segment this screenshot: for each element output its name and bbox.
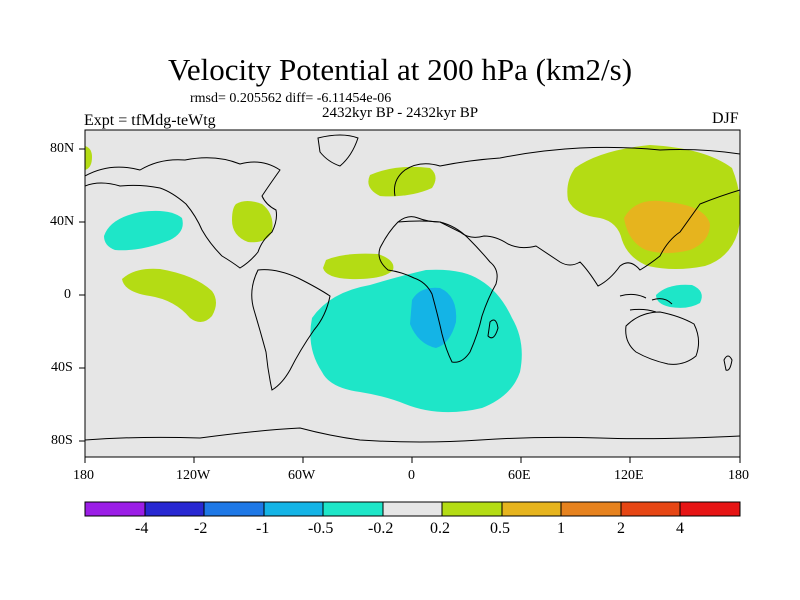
coast-eurasia (394, 146, 740, 287)
positive-region-north-pacific (122, 268, 216, 323)
period-label: 2432kyr BP - 2432kyr BP (322, 105, 479, 121)
coast-indonesia (619, 293, 673, 313)
coast-africa (378, 220, 498, 363)
colorbar-box (560, 501, 622, 517)
colorbar-box (203, 501, 265, 517)
coast-south-america (251, 269, 331, 391)
experiment-label: Expt = tfMdg-teWtg (84, 112, 216, 129)
colorbar-box (322, 501, 384, 517)
colorbar (84, 501, 741, 517)
colorbar-box (263, 501, 324, 517)
positive-region-atlantic (323, 253, 394, 280)
colorbar-label: 4 (676, 520, 684, 537)
lon-label: 60E (508, 468, 531, 483)
positive-region-arctic-west (85, 146, 92, 170)
lat-label: 80N (50, 141, 75, 156)
coastlines (85, 134, 740, 443)
colorbar-label: 0.5 (490, 520, 510, 537)
colorbar-label: 0.2 (430, 520, 450, 537)
positive-region-north-atlantic (368, 166, 436, 197)
colorbar-box (84, 501, 146, 517)
coast-australia (625, 311, 700, 365)
colorbar-label: -2 (194, 520, 208, 537)
negative-region-north-pacific (104, 210, 183, 251)
coast-new-zealand (723, 355, 733, 371)
lon-label: 120W (176, 468, 211, 483)
lat-label: 80S (51, 433, 73, 448)
lat-label: 40N (50, 214, 75, 229)
colorbar-box (144, 501, 205, 517)
stats-label: rmsd= 0.205562 diff= -6.11454e-06 (190, 91, 392, 106)
colorbar-box (620, 501, 681, 517)
colorbar-label: 2 (617, 520, 625, 537)
negative-region-west-pacific (656, 284, 702, 308)
lat-label: 0 (64, 287, 71, 302)
season-label: DJF (712, 110, 739, 127)
coast-madagascar (487, 319, 499, 339)
coast-greenland (317, 134, 359, 167)
colorbar-box (501, 501, 562, 517)
colorbar-box (382, 501, 443, 517)
colorbar-label: 1 (557, 520, 565, 537)
positive-core-japan (624, 200, 710, 253)
contour-fields (85, 145, 740, 413)
lat-label: 40S (51, 360, 73, 375)
colorbar-label: -4 (135, 520, 149, 537)
map-title: Velocity Potential at 200 hPa (km2/s) (167, 52, 633, 87)
negative-core-central-africa (410, 287, 457, 348)
colorbar-label: -0.5 (308, 520, 334, 537)
colorbar-box (679, 501, 741, 517)
lon-label: 120E (614, 468, 644, 483)
coast-antarctica (85, 427, 740, 443)
coast-north-america (85, 157, 281, 269)
positive-region-north-america (232, 201, 273, 243)
axis-ticks (79, 148, 741, 463)
colorbar-label: -1 (256, 520, 270, 537)
lon-label: 60W (288, 468, 316, 483)
lon-label: 180 (73, 468, 94, 483)
lon-label: 180 (728, 468, 749, 483)
lon-label: 0 (408, 468, 415, 483)
colorbar-label: -0.2 (368, 520, 394, 537)
colorbar-box (441, 501, 503, 517)
negative-region-south-atlantic-africa (310, 269, 522, 413)
